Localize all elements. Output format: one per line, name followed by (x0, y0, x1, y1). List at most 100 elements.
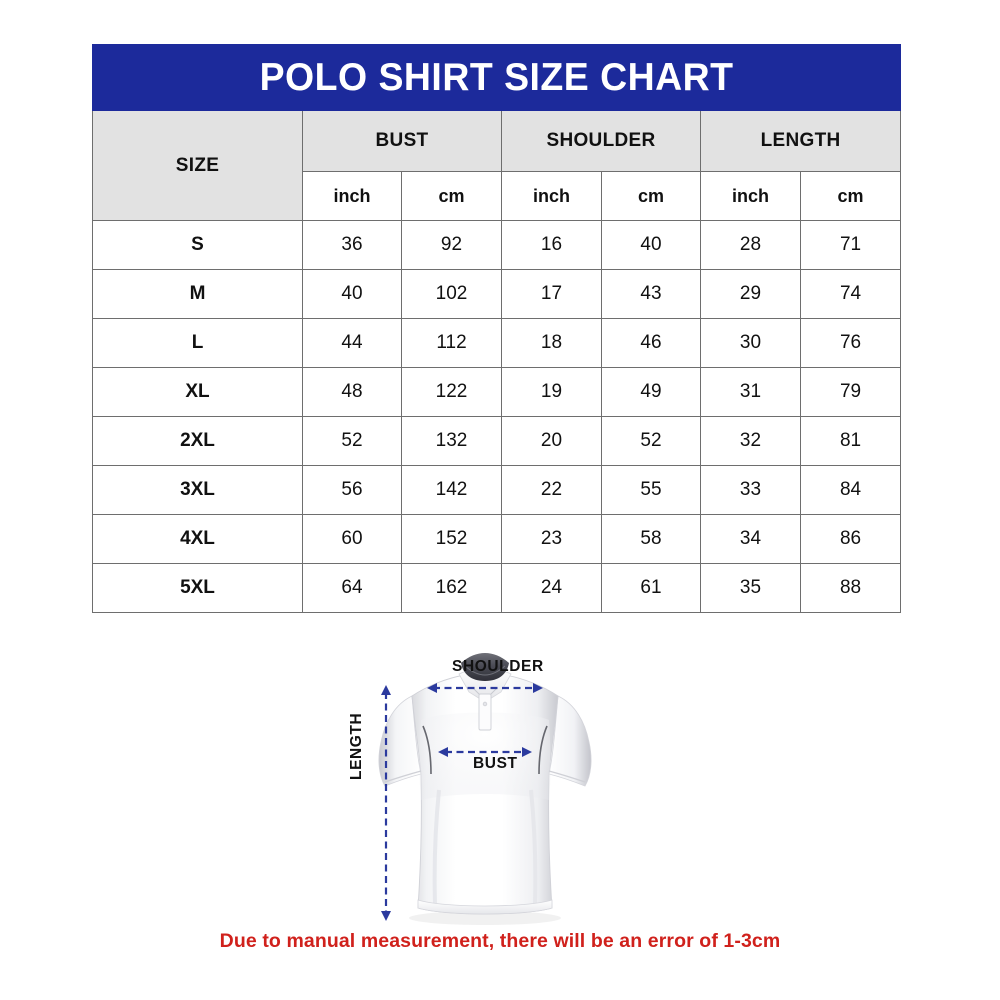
unit-header-bust-inch: inch (302, 171, 402, 221)
cell-bust-inch: 64 (302, 563, 402, 613)
unit-header-length-cm: cm (799, 171, 902, 221)
cell-length-inch: 29 (700, 269, 801, 319)
table-row: 3XL 56 142 22 55 33 84 (92, 465, 902, 515)
table-row: L 44 112 18 46 30 76 (92, 318, 902, 368)
cell-shoulder-inch: 23 (501, 514, 602, 564)
unit-header-shoulder-inch: inch (501, 171, 602, 221)
cell-shoulder-inch: 16 (501, 220, 602, 270)
shirt-button (482, 701, 488, 707)
table-title-row: POLO SHIRT SIZE CHART (91, 44, 902, 111)
cell-shoulder-cm: 58 (601, 514, 701, 564)
table-row: S 36 92 16 40 28 71 (92, 220, 902, 270)
cell-shoulder-cm: 52 (601, 416, 701, 466)
cell-bust-cm: 162 (401, 563, 502, 613)
cell-length-inch: 33 (700, 465, 801, 515)
cell-shoulder-cm: 40 (601, 220, 701, 270)
table-row: XL 48 122 19 49 31 79 (92, 367, 902, 417)
cell-length-inch: 32 (700, 416, 801, 466)
length-measurement-arrow (381, 685, 391, 921)
cell-length-cm: 79 (799, 367, 902, 417)
cell-bust-cm: 152 (401, 514, 502, 564)
cell-shoulder-cm: 43 (601, 269, 701, 319)
column-header-length: LENGTH (699, 110, 902, 172)
cell-shoulder-cm: 49 (601, 367, 701, 417)
shoulder-arrowhead-left (427, 683, 437, 693)
cell-length-cm: 81 (799, 416, 902, 466)
cell-bust-inch: 60 (302, 514, 402, 564)
shirt-left-armhole-seam (422, 725, 432, 775)
cell-bust-cm: 112 (401, 318, 502, 368)
shirt-fold-right (529, 789, 538, 905)
shirt-button-placket (478, 693, 492, 731)
cell-bust-inch: 52 (302, 416, 402, 466)
shirt-measurement-diagram: SHOULDER BUST LENGTH (348, 630, 645, 930)
shirt-right-sleeve (548, 695, 592, 787)
unit-header-shoulder-cm: cm (601, 171, 701, 221)
length-label: LENGTH (348, 712, 365, 780)
table-row: 5XL 64 162 24 61 35 88 (92, 563, 902, 613)
length-arrowhead-bottom (381, 911, 391, 921)
cell-bust-inch: 48 (302, 367, 402, 417)
column-header-shoulder: SHOULDER (501, 110, 701, 172)
shirt-collar-inner-edge (464, 665, 506, 676)
cell-bust-cm: 92 (401, 220, 502, 270)
shoulder-measurement-arrow (427, 683, 543, 693)
cell-length-inch: 28 (700, 220, 801, 270)
cell-shoulder-cm: 55 (601, 465, 701, 515)
cell-size: M (92, 269, 303, 319)
cell-length-cm: 86 (799, 514, 902, 564)
cell-size: XL (92, 367, 303, 417)
bust-arrowhead-left (438, 747, 448, 757)
cell-shoulder-inch: 17 (501, 269, 602, 319)
cell-bust-cm: 122 (401, 367, 502, 417)
cell-length-inch: 34 (700, 514, 801, 564)
table-group-header-row: SIZE BUST SHOULDER LENGTH (92, 110, 902, 221)
cell-length-cm: 88 (799, 563, 902, 613)
cell-bust-cm: 142 (401, 465, 502, 515)
cell-shoulder-inch: 24 (501, 563, 602, 613)
cell-size: 4XL (92, 514, 303, 564)
measurement-disclaimer: Due to manual measurement, there will be… (219, 930, 781, 952)
bust-arrowhead-right (522, 747, 532, 757)
shirt-shadow (409, 911, 561, 925)
cell-length-inch: 30 (700, 318, 801, 368)
cell-size: 2XL (92, 416, 303, 466)
unit-header-bust-cm: cm (401, 171, 502, 221)
cell-bust-inch: 44 (302, 318, 402, 368)
cell-shoulder-inch: 19 (501, 367, 602, 417)
polo-shirt-illustration (378, 653, 592, 925)
cell-size: 3XL (92, 465, 303, 515)
bust-label: BUST (473, 755, 518, 772)
cell-length-cm: 84 (799, 465, 902, 515)
shirt-left-sleeve-hem (384, 770, 422, 783)
shoulder-label: SHOULDER (452, 658, 544, 675)
cell-size: 5XL (92, 563, 303, 613)
unit-header-length-inch: inch (700, 171, 801, 221)
shirt-right-armhole-seam (538, 725, 548, 775)
shirt-fold-left (432, 789, 441, 905)
cell-shoulder-inch: 22 (501, 465, 602, 515)
cell-size: L (92, 318, 303, 368)
cell-shoulder-cm: 61 (601, 563, 701, 613)
table-row: 2XL 52 132 20 52 32 81 (92, 416, 902, 466)
cell-bust-inch: 56 (302, 465, 402, 515)
cell-bust-inch: 36 (302, 220, 402, 270)
cell-length-inch: 35 (700, 563, 801, 613)
cell-length-cm: 76 (799, 318, 902, 368)
shoulder-arrowhead-right (533, 683, 543, 693)
page-title: POLO SHIRT SIZE CHART (91, 44, 902, 111)
size-chart-table: POLO SHIRT SIZE CHART SIZE BUST SHOULDER… (91, 44, 902, 613)
page-title-text: POLO SHIRT SIZE CHART (259, 55, 734, 99)
shirt-bottom-hem (417, 899, 553, 915)
table-row: 4XL 60 152 23 58 34 86 (92, 514, 902, 564)
cell-shoulder-inch: 20 (501, 416, 602, 466)
cell-bust-inch: 40 (302, 269, 402, 319)
cell-size: S (92, 220, 303, 270)
table-row: M 40 102 17 43 29 74 (92, 269, 902, 319)
column-header-size: SIZE (92, 110, 303, 221)
cell-shoulder-inch: 18 (501, 318, 602, 368)
bust-measurement-arrow (438, 747, 532, 757)
cell-bust-cm: 132 (401, 416, 502, 466)
shirt-right-sleeve-hem (548, 770, 586, 783)
shirt-chest-shading (419, 712, 551, 800)
